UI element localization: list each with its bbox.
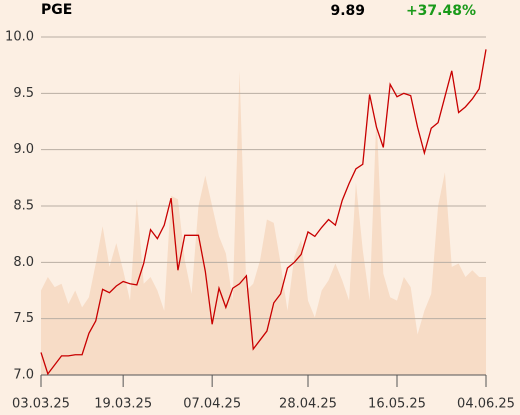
x-tick-label: 28.04.25: [279, 397, 337, 412]
y-tick-label: 7.0: [13, 368, 34, 383]
x-tick-label: 07.04.25: [183, 397, 241, 412]
x-tick-label: 19.03.25: [94, 397, 152, 412]
x-tick-label: 03.03.25: [12, 397, 70, 412]
x-tick-label: 16.05.25: [368, 397, 426, 412]
y-tick-label: 8.5: [13, 199, 34, 214]
y-tick-label: 9.5: [13, 86, 34, 101]
y-tick-label: 7.5: [13, 311, 34, 326]
last-price: 9.89: [330, 3, 365, 19]
y-tick-label: 8.0: [13, 255, 34, 270]
volume-area: [41, 70, 486, 376]
x-tick-label: 04.06.25: [457, 397, 515, 412]
price-line: [40, 49, 487, 376]
y-tick-label: 9.0: [13, 142, 34, 157]
y-tick-label: 10.0: [5, 30, 34, 45]
symbol: PGE: [41, 2, 72, 18]
change: +37.48%: [406, 3, 476, 19]
